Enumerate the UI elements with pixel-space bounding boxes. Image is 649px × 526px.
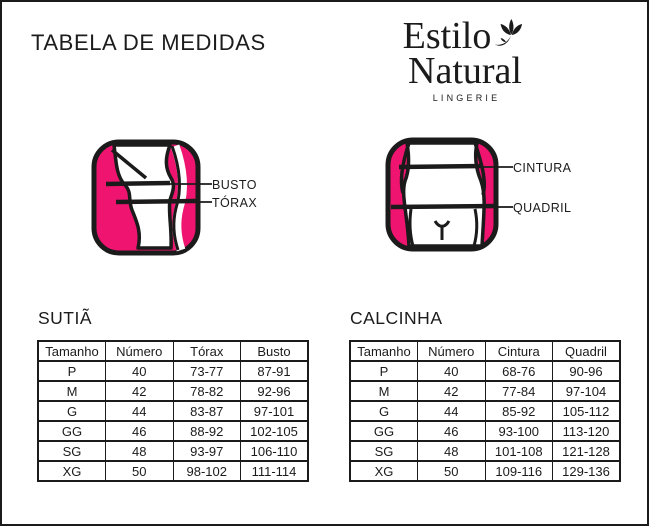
table-cell: 106-110 (240, 440, 309, 462)
table-cell: 109-116 (484, 460, 553, 482)
table-cell: 46 (105, 420, 174, 442)
column-header: Número (417, 340, 486, 362)
table-cell: 88-92 (172, 420, 241, 442)
column-header: Tamanho (37, 340, 106, 362)
table-cell: 102-105 (240, 420, 309, 442)
table-row: P 40 73-77 87-91 (37, 360, 309, 382)
calcinha-size-table: Tamanho Número Cintura Quadril P 40 68-76 90-9… (349, 340, 621, 482)
table-cell: 42 (417, 380, 486, 402)
logo-subtitle: LINGERIE (432, 93, 501, 103)
table-cell: GG (37, 420, 106, 442)
logo-line1: Estilo (394, 15, 536, 57)
table-cell: 40 (417, 360, 486, 382)
calcinha-section: CALCINHA Tamanho Número Cintura Quadril P 40… (349, 308, 621, 482)
table-cell: 111-114 (240, 460, 309, 482)
table-cell: 44 (417, 400, 486, 422)
logo-word-natural: Natural (408, 50, 522, 92)
table-cell: 121-128 (552, 440, 621, 462)
table-cell: GG (349, 420, 418, 442)
table-cell: 40 (105, 360, 174, 382)
table-cell: XG (37, 460, 106, 482)
table-row: G 44 83-87 97-101 (37, 400, 309, 422)
table-cell: 113-120 (552, 420, 621, 442)
column-header: Tórax (172, 340, 241, 362)
table-cell: 48 (417, 440, 486, 462)
torax-label: TÓRAX (212, 196, 258, 210)
bra-measurement-figure (90, 138, 212, 258)
table-cell: 98-102 (172, 460, 241, 482)
column-header: Busto (240, 340, 309, 362)
lotus-flower-icon (494, 17, 527, 55)
table-row: GG 46 88-92 102-105 (37, 420, 309, 442)
sutia-header-row: Tamanho Número Tórax Busto (37, 340, 309, 362)
table-cell: 92-96 (240, 380, 309, 402)
table-cell: 105-112 (552, 400, 621, 422)
table-cell: SG (349, 440, 418, 462)
table-row: SG 48 101-108 121-128 (349, 440, 621, 462)
table-row: M 42 77-84 97-104 (349, 380, 621, 402)
table-cell: 48 (105, 440, 174, 462)
quadril-label: QUADRIL (513, 201, 572, 215)
table-cell: 97-104 (552, 380, 621, 402)
column-header: Cintura (484, 340, 553, 362)
table-cell: 50 (417, 460, 486, 482)
table-row: SG 48 93-97 106-110 (37, 440, 309, 462)
table-cell: 42 (105, 380, 174, 402)
table-cell: SG (37, 440, 106, 462)
table-cell: 93-100 (484, 420, 553, 442)
page-title: TABELA DE MEDIDAS (31, 30, 266, 55)
table-cell: 68-76 (484, 360, 553, 382)
table-cell: P (349, 360, 418, 382)
table-row: P 40 68-76 90-96 (349, 360, 621, 382)
busto-label: BUSTO (212, 178, 257, 192)
sutia-heading: SUTIÃ (38, 308, 93, 328)
table-cell: M (349, 380, 418, 402)
table-row: G 44 85-92 105-112 (349, 400, 621, 422)
panty-measurement-figure (385, 137, 513, 255)
table-cell: G (349, 400, 418, 422)
table-cell: 50 (105, 460, 174, 482)
table-cell: 77-84 (484, 380, 553, 402)
column-header: Quadril (552, 340, 621, 362)
table-cell: XG (349, 460, 418, 482)
table-cell: 90-96 (552, 360, 621, 382)
brand-logo: Estilo Natural LINGERIE (394, 15, 536, 103)
table-row: XG 50 98-102 111-114 (37, 460, 309, 482)
table-row: GG 46 93-100 113-120 (349, 420, 621, 442)
table-cell: 46 (417, 420, 486, 442)
table-cell: 129-136 (552, 460, 621, 482)
table-cell: 97-101 (240, 400, 309, 422)
table-cell: 101-108 (484, 440, 553, 462)
table-cell: 78-82 (172, 380, 241, 402)
calcinha-header-row: Tamanho Número Cintura Quadril (349, 340, 621, 362)
table-row: XG 50 109-116 129-136 (349, 460, 621, 482)
calcinha-heading: CALCINHA (350, 308, 443, 328)
sutia-section: SUTIÃ Tamanho Número Tórax Busto P 40 73-77 87… (37, 308, 309, 482)
table-cell: 83-87 (172, 400, 241, 422)
table-cell: G (37, 400, 106, 422)
sutia-size-table: Tamanho Número Tórax Busto P 40 73-77 87-91 M 42… (37, 340, 309, 482)
table-cell: 87-91 (240, 360, 309, 382)
cintura-label: CINTURA (513, 161, 572, 175)
table-cell: M (37, 380, 106, 402)
logo-word-estilo: Estilo (402, 15, 492, 57)
table-row: M 42 78-82 92-96 (37, 380, 309, 402)
column-header: Tamanho (349, 340, 418, 362)
table-cell: 85-92 (484, 400, 553, 422)
table-cell: 44 (105, 400, 174, 422)
column-header: Número (105, 340, 174, 362)
table-cell: P (37, 360, 106, 382)
table-cell: 93-97 (172, 440, 241, 462)
table-cell: 73-77 (172, 360, 241, 382)
